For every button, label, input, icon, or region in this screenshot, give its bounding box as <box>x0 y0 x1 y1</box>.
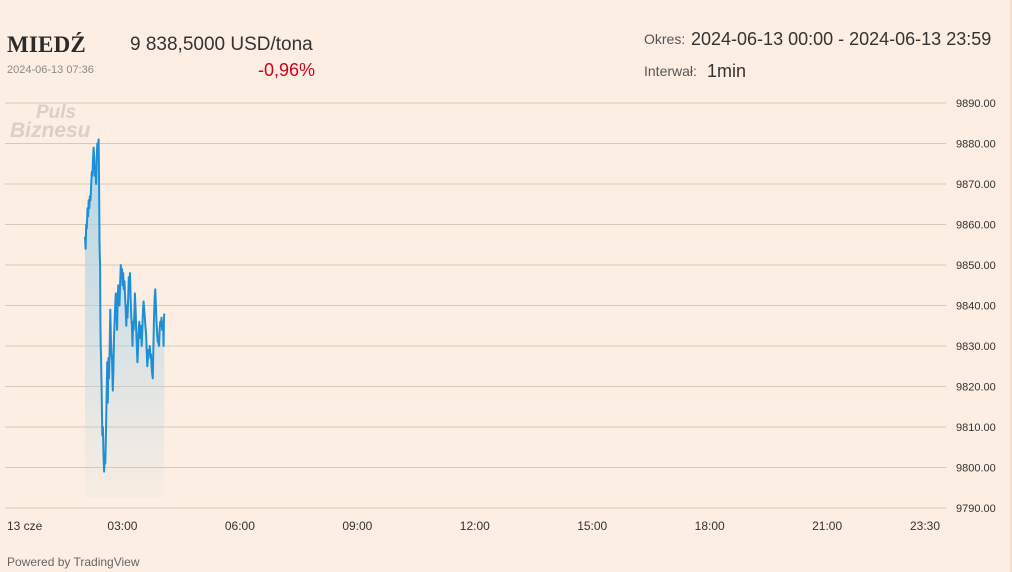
x-tick-label: 18:00 <box>695 519 725 533</box>
period-value[interactable]: 2024-06-13 00:00 - 2024-06-13 23:59 <box>691 29 992 49</box>
x-tick-label: 09:00 <box>342 519 372 533</box>
period-label: Okres: <box>644 31 686 47</box>
interval-value[interactable]: 1min <box>707 61 747 81</box>
price-change: -0,96% <box>258 60 316 80</box>
y-tick-label: 9880.00 <box>956 139 996 151</box>
y-tick-label: 9840.00 <box>956 301 996 313</box>
y-tick-label: 9860.00 <box>956 220 996 232</box>
price-series-line[interactable] <box>84 138 166 473</box>
logo-line-2: Biznesu <box>10 119 91 142</box>
powered-by-link[interactable]: Powered by TradingView <box>7 555 140 569</box>
y-tick-label: 9790.00 <box>956 503 996 515</box>
y-tick-label: 9810.00 <box>956 422 996 434</box>
x-tick-label: 12:00 <box>460 519 490 533</box>
x-tick-label: 21:00 <box>812 519 842 533</box>
x-tick-label: 06:00 <box>225 519 255 533</box>
x-tick-label: 23:30 <box>910 519 940 533</box>
x-tick-label: 13 cze <box>7 519 43 533</box>
logo-line-1: Puls <box>36 102 77 123</box>
y-tick-label: 9800.00 <box>956 463 996 475</box>
price-area-fill <box>85 139 165 498</box>
quote-timestamp: 2024-06-13 07:36 <box>7 64 94 76</box>
price-value: 9 838,5000 USD/tona <box>130 34 313 55</box>
x-tick-label: 03:00 <box>107 519 137 533</box>
interval-label: Interwał: <box>644 63 697 79</box>
puls-biznesu-logo: Puls Biznesu <box>10 102 110 142</box>
instrument-title: MIEDŹ <box>7 32 86 57</box>
y-tick-label: 9870.00 <box>956 179 996 191</box>
y-tick-label: 9850.00 <box>956 260 996 272</box>
y-tick-label: 9890.00 <box>956 98 996 110</box>
x-tick-label: 15:00 <box>577 519 607 533</box>
y-tick-label: 9830.00 <box>956 341 996 353</box>
y-tick-label: 9820.00 <box>956 382 996 394</box>
